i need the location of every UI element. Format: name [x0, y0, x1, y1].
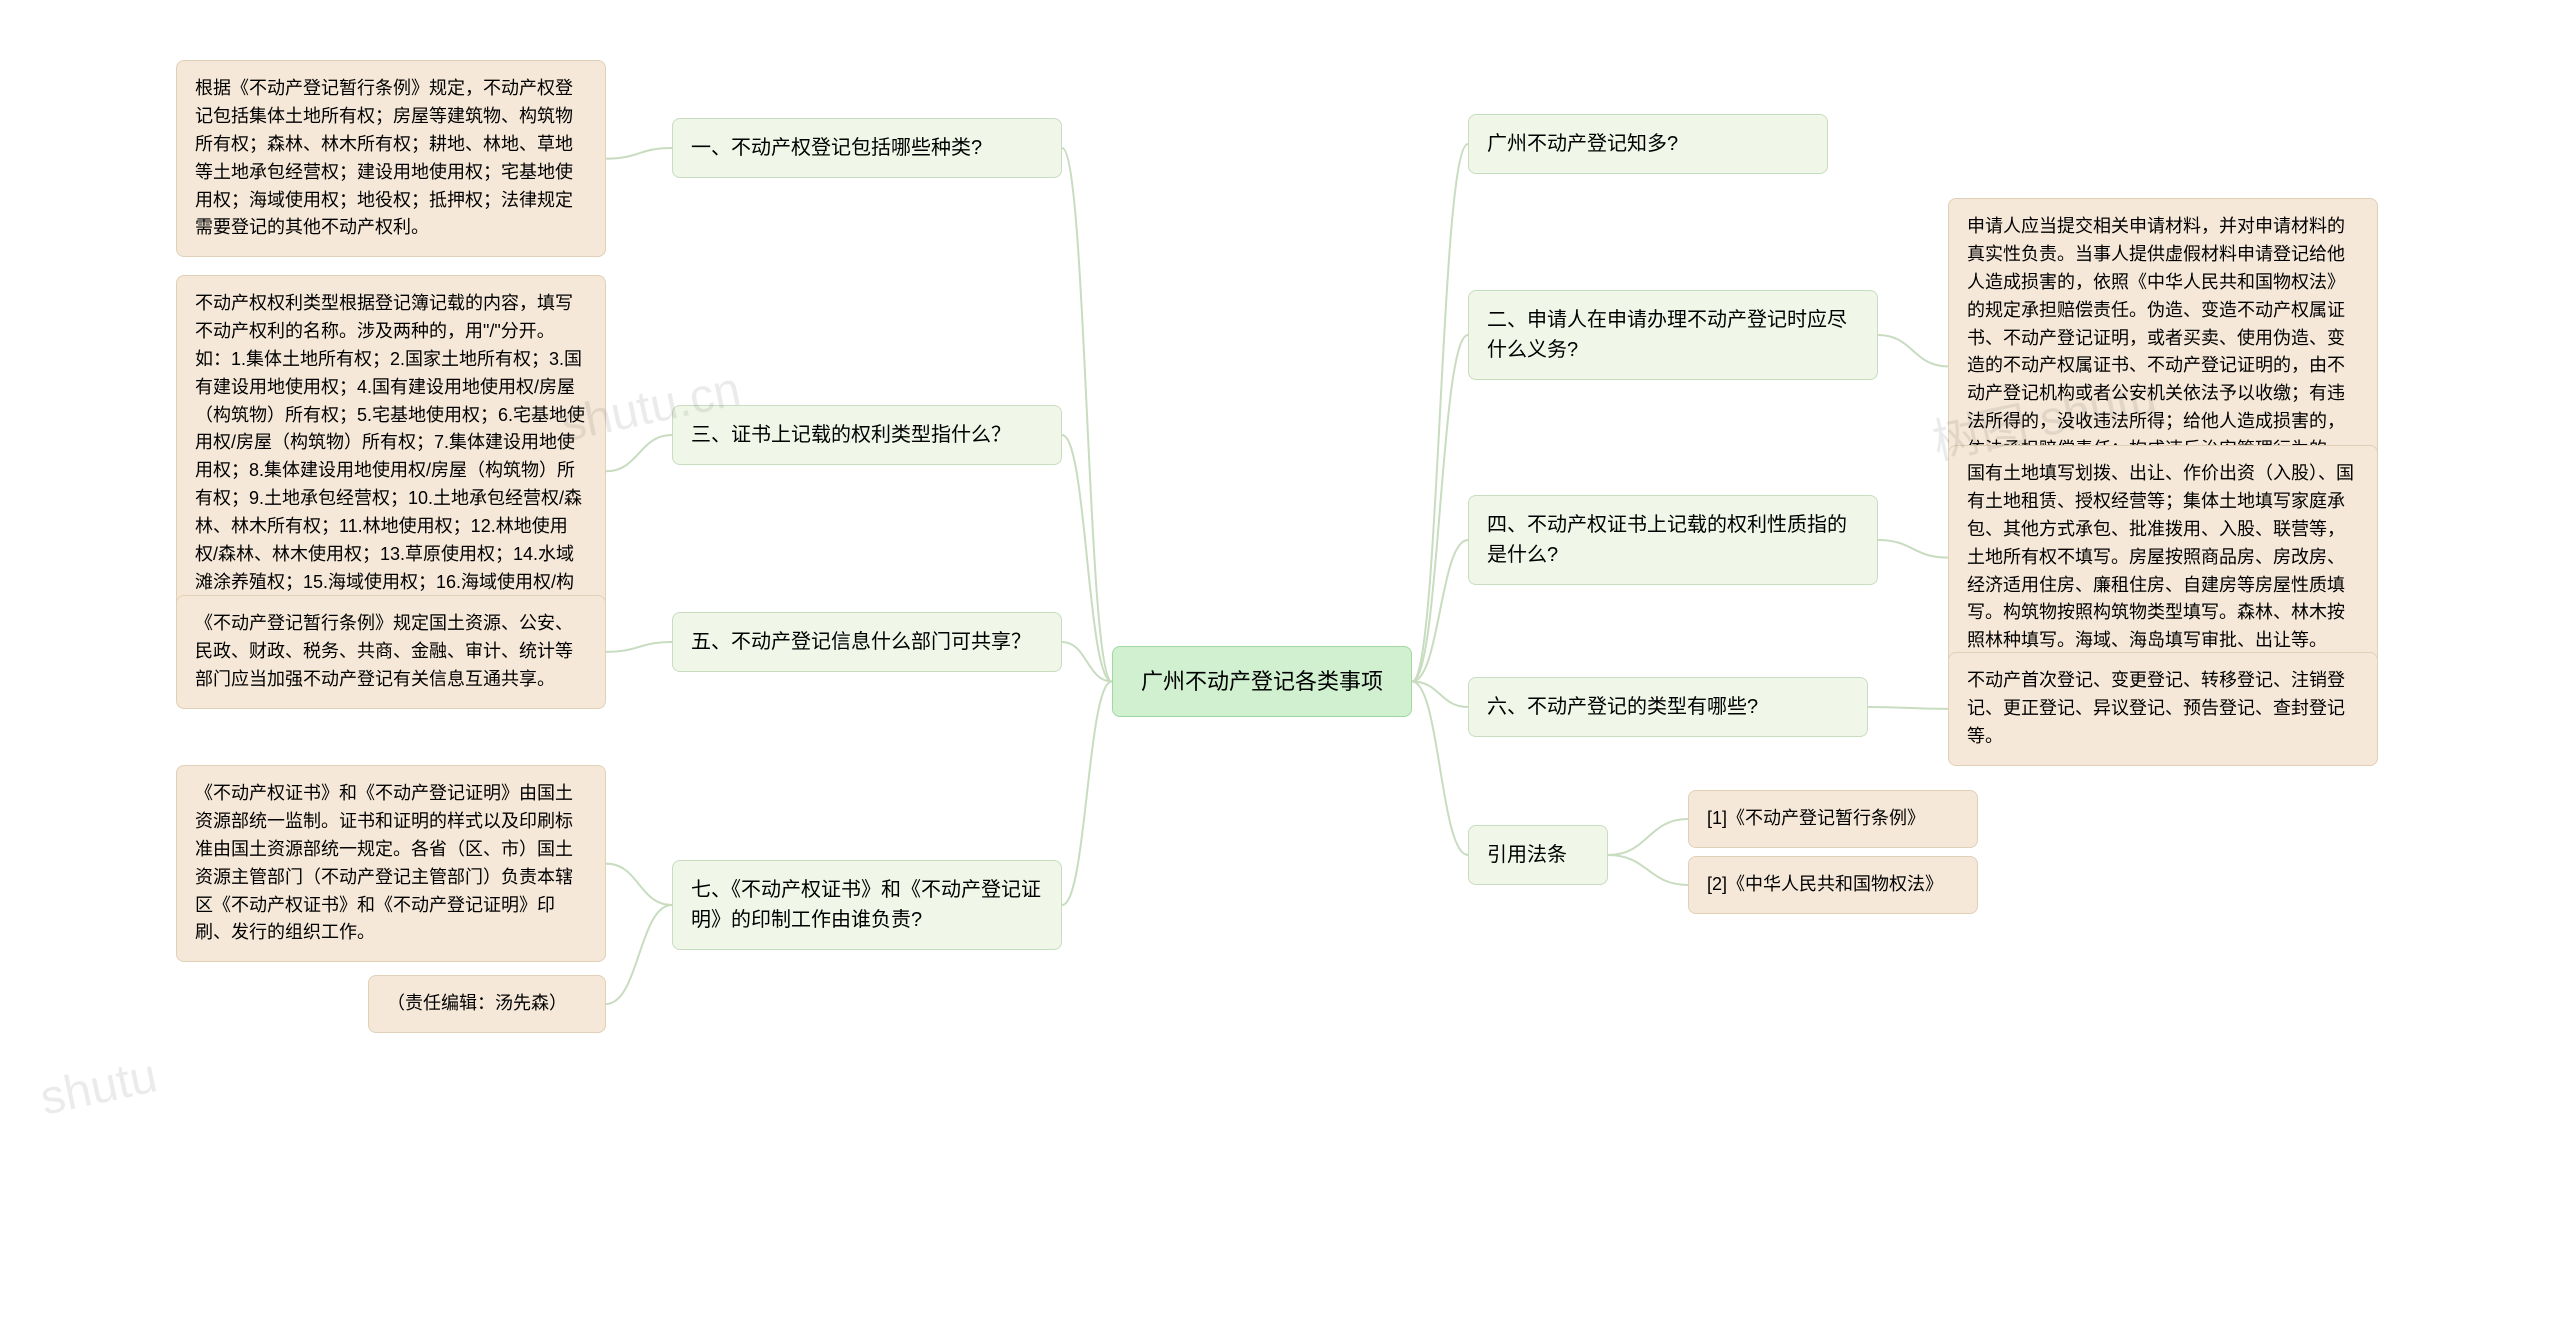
leaf-node-7a: 《不动产权证书》和《不动产登记证明》由国土资源部统一监制。证书和证明的样式以及印…	[176, 765, 606, 962]
branch-node-5: 五、不动产登记信息什么部门可共享？	[672, 612, 1062, 672]
branch-node-3: 三、证书上记载的权利类型指什么？	[672, 405, 1062, 465]
leaf-node-5: 《不动产登记暂行条例》规定国土资源、公安、民政、财政、税务、共商、金融、审计、统…	[176, 595, 606, 709]
branch-node-7: 七、《不动产权证书》和《不动产登记证明》的印制工作由谁负责?	[672, 860, 1062, 950]
root-node: 广州不动产登记各类事项	[1112, 646, 1412, 717]
branch-node-4: 四、不动产权证书上记载的权利性质指的是什么?	[1468, 495, 1878, 585]
branch-node-2: 二、申请人在申请办理不动产登记时应尽什么义务?	[1468, 290, 1878, 380]
leaf-node-law2: [2]《中华人民共和国物权法》	[1688, 856, 1978, 914]
leaf-node-law1: [1]《不动产登记暂行条例》	[1688, 790, 1978, 848]
leaf-node-6: 不动产首次登记、变更登记、转移登记、注销登记、更正登记、异议登记、预告登记、查封…	[1948, 652, 2378, 766]
branch-node-6: 六、不动产登记的类型有哪些?	[1468, 677, 1868, 737]
branch-node-law: 引用法条	[1468, 825, 1608, 885]
branch-node-intro: 广州不动产登记知多?	[1468, 114, 1828, 174]
leaf-node-4: 国有土地填写划拨、出让、作价出资（入股）、国有土地租赁、授权经营等；集体土地填写…	[1948, 445, 2378, 670]
leaf-node-7b: （责任编辑：汤先森）	[368, 975, 606, 1033]
branch-node-1: 一、不动产权登记包括哪些种类?	[672, 118, 1062, 178]
leaf-node-1: 根据《不动产登记暂行条例》规定，不动产权登记包括集体土地所有权；房屋等建筑物、构…	[176, 60, 606, 257]
